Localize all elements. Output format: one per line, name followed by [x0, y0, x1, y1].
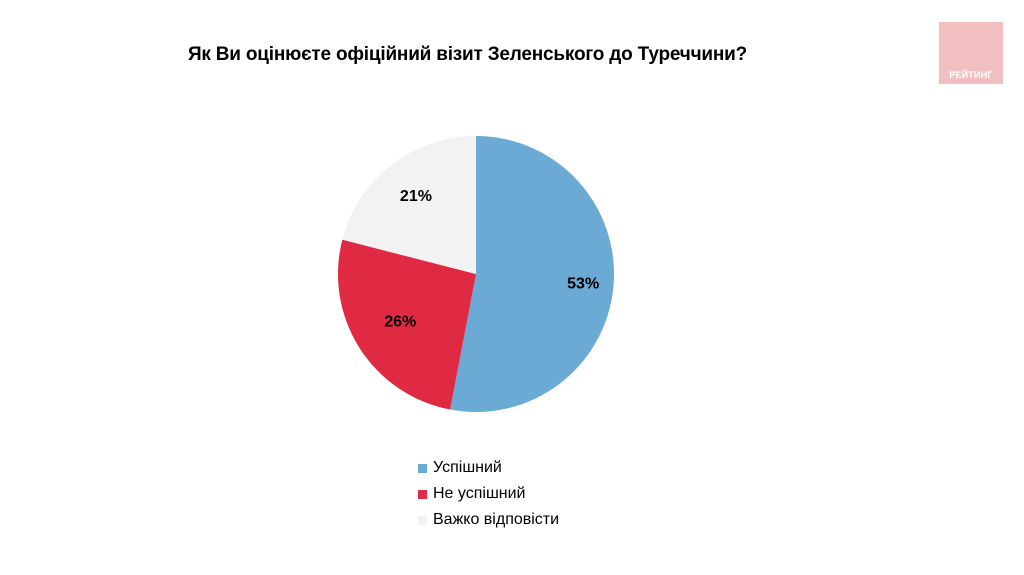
legend-swatch: [418, 489, 427, 499]
logo-text: РЕЙТИНГ: [949, 70, 993, 80]
data-label-ne-uspishnyi: 26%: [384, 314, 416, 331]
chart-title: Як Ви оцінюєте офіційний візит Зеленсько…: [187, 44, 748, 65]
rating-logo: РЕЙТИНГ: [939, 22, 1003, 84]
pie-slice-vazhko-vidpovisty: [342, 136, 476, 274]
data-label-uspishnyi: 53%: [567, 276, 599, 293]
legend-item-vazhko-vidpovisty: Важко відповісти: [418, 507, 559, 533]
legend-item-uspishnyi: Успішний: [418, 455, 559, 481]
pie-slice-ne-uspishnyi: [338, 239, 476, 410]
legend-swatch: [418, 463, 427, 473]
pie-slice-uspishnyi: [450, 136, 614, 412]
legend-label: Важко відповісти: [433, 511, 560, 528]
chart-legend: Успішний Не успішний Важко відповісти: [418, 455, 559, 533]
legend-swatch: [418, 515, 427, 525]
legend-item-ne-uspishnyi: Не успішний: [418, 481, 559, 507]
data-label-vazhko-vidpovisty: 21%: [400, 188, 432, 205]
legend-label: Не успішний: [433, 485, 526, 502]
legend-label: Успішний: [433, 459, 502, 476]
